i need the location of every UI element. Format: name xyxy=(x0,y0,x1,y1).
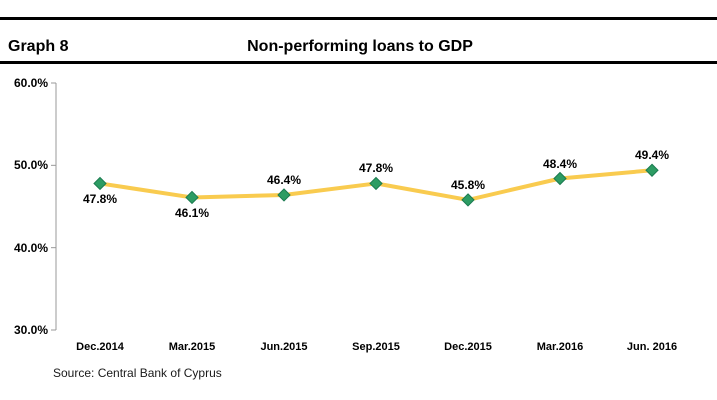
y-tick-label: 50.0% xyxy=(13,158,48,173)
x-tick-label: Dec.2014 xyxy=(76,341,124,353)
data-point-marker xyxy=(185,190,199,205)
data-label: 49.4% xyxy=(634,148,670,163)
data-label: 47.8% xyxy=(82,192,118,207)
data-point-marker xyxy=(369,176,383,191)
data-label: 45.8% xyxy=(450,177,486,192)
data-label: 46.4% xyxy=(266,172,302,187)
top-rule xyxy=(0,17,717,20)
chart-title: Non-performing loans to GDP xyxy=(247,38,473,55)
x-tick-label: Mar.2015 xyxy=(168,341,216,353)
y-tick-label: 60.0% xyxy=(13,76,48,90)
y-tick-label: 30.0% xyxy=(13,323,48,337)
data-label: 46.1% xyxy=(174,206,210,221)
x-tick-label: Dec.2015 xyxy=(444,341,492,353)
x-tick-label: Mar.2016 xyxy=(536,341,584,353)
data-point-marker xyxy=(553,171,567,186)
data-point-marker xyxy=(277,188,291,202)
data-point-marker xyxy=(461,193,475,207)
graph-number: Graph 8 xyxy=(8,38,69,55)
x-tick-label: Jun. 2016 xyxy=(626,341,678,353)
data-point-marker xyxy=(645,163,659,177)
x-tick-label: Jun.2015 xyxy=(260,341,308,353)
y-tick-label: 40.0% xyxy=(13,240,48,255)
data-point-marker xyxy=(93,176,107,191)
header-rule xyxy=(0,61,717,64)
data-label: 47.8% xyxy=(358,161,394,176)
data-label: 48.4% xyxy=(542,156,578,171)
source-note: Source: Central Bank of Cyprus xyxy=(53,366,222,380)
x-tick-label: Sep.2015 xyxy=(352,341,400,353)
